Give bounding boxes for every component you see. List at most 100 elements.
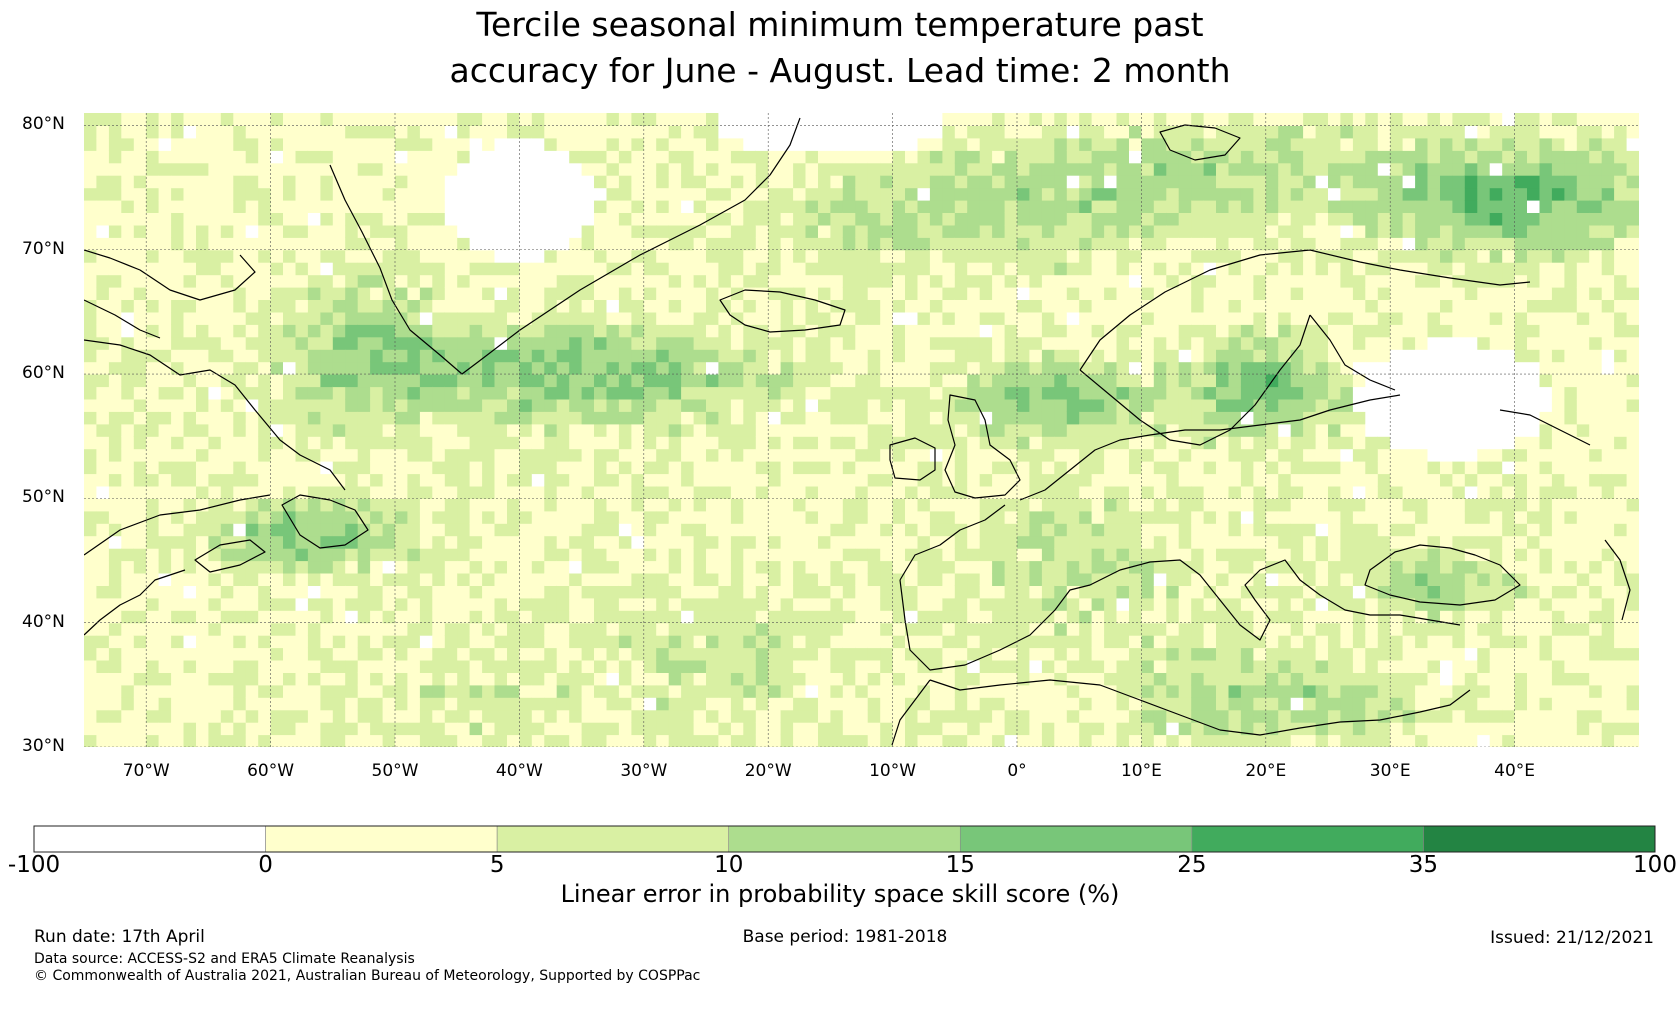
skill-cell xyxy=(979,299,993,313)
skill-cell xyxy=(1017,249,1030,263)
skill-cell xyxy=(84,349,97,363)
skill-cell xyxy=(718,187,732,201)
skill-cell xyxy=(1129,287,1142,300)
skill-cell xyxy=(755,150,769,164)
skill-cell xyxy=(1091,622,1105,636)
skill-cell xyxy=(1203,287,1217,300)
skill-cell xyxy=(1178,299,1192,313)
skill-cell xyxy=(880,510,894,524)
skill-cell xyxy=(979,150,993,164)
skill-cell xyxy=(768,597,782,611)
skill-cell xyxy=(1116,361,1130,375)
skill-cell xyxy=(780,175,794,189)
skill-cell xyxy=(780,448,794,462)
skill-cell xyxy=(133,299,147,313)
skill-cell xyxy=(1029,548,1043,562)
skill-cell xyxy=(979,473,993,487)
skill-cell xyxy=(1153,262,1167,276)
skill-cell xyxy=(643,647,657,661)
skill-cell xyxy=(793,436,807,450)
skill-cell xyxy=(482,287,496,300)
skill-cell xyxy=(1054,187,1068,201)
skill-cell xyxy=(283,672,296,686)
skill-cell xyxy=(1029,336,1043,350)
skill-cell xyxy=(245,473,259,487)
skill-cell xyxy=(183,684,197,698)
skill-cell xyxy=(482,237,496,251)
skill-cell xyxy=(245,175,259,189)
skill-cell xyxy=(419,187,433,201)
skill-cell xyxy=(469,485,483,499)
skill-cell xyxy=(158,573,172,586)
skill-cell xyxy=(1004,697,1018,711)
skill-cell xyxy=(656,113,670,126)
skill-cell xyxy=(1004,622,1018,636)
skill-cell xyxy=(1029,361,1043,375)
skill-cell xyxy=(1216,137,1229,151)
skill-cell xyxy=(1166,175,1180,189)
skill-cell xyxy=(295,386,309,400)
skill-cell xyxy=(668,224,682,238)
skill-cell xyxy=(755,697,769,711)
skill-cell xyxy=(1228,585,1242,599)
skill-cell xyxy=(1104,212,1118,226)
skill-cell xyxy=(469,287,483,300)
skill-cell xyxy=(581,212,595,226)
skill-cell xyxy=(693,485,707,499)
skill-cell xyxy=(992,672,1006,686)
skill-cell xyxy=(1166,697,1180,711)
skill-cell xyxy=(196,386,209,400)
skill-cell xyxy=(494,597,508,611)
skill-cell xyxy=(556,349,570,363)
skill-cell xyxy=(743,722,757,736)
skill-cell xyxy=(755,423,769,437)
skill-cell xyxy=(233,137,247,151)
skill-cell xyxy=(1240,150,1254,164)
skill-cell xyxy=(743,660,757,673)
skill-cell xyxy=(954,324,968,338)
skill-cell xyxy=(507,722,520,736)
skill-cell xyxy=(581,436,595,450)
skill-cell xyxy=(171,361,185,375)
skill-cell xyxy=(830,361,844,375)
skill-cell xyxy=(880,734,894,747)
skill-cell xyxy=(208,274,222,288)
skill-cell xyxy=(1290,349,1304,363)
skill-cell xyxy=(830,200,844,213)
skill-cell xyxy=(656,150,670,164)
skill-cell xyxy=(905,324,918,338)
skill-cell xyxy=(146,548,160,562)
skill-cell xyxy=(1004,125,1018,139)
skill-cell xyxy=(370,573,384,586)
skill-cell xyxy=(780,349,794,363)
skill-cell xyxy=(618,287,632,300)
skill-cell xyxy=(656,262,670,276)
skill-cell xyxy=(332,311,346,325)
skill-cell xyxy=(1029,734,1043,747)
skill-cell xyxy=(1079,200,1093,213)
skill-cell xyxy=(693,697,707,711)
skill-cell xyxy=(1091,647,1105,661)
skill-cell xyxy=(1104,311,1118,325)
skill-cell xyxy=(1216,386,1229,400)
skill-cell xyxy=(818,635,831,649)
skill-cell xyxy=(1004,324,1018,338)
skill-cell xyxy=(146,684,160,698)
skill-cell xyxy=(357,374,371,388)
skill-cell xyxy=(208,287,222,300)
skill-cell xyxy=(569,523,583,537)
skill-cell xyxy=(196,113,209,126)
skill-cell xyxy=(967,622,981,636)
skill-cell xyxy=(84,287,97,300)
skill-cell xyxy=(146,485,160,499)
skill-cell xyxy=(146,237,160,251)
skill-cell xyxy=(84,237,97,251)
skill-cell xyxy=(1178,324,1192,338)
skill-cell xyxy=(84,224,97,238)
skill-cell xyxy=(656,374,670,388)
skill-cell xyxy=(855,212,869,226)
skill-cell xyxy=(556,150,570,164)
skill-cell xyxy=(1141,684,1155,698)
skill-cell xyxy=(158,722,172,736)
skill-cell xyxy=(668,336,682,350)
